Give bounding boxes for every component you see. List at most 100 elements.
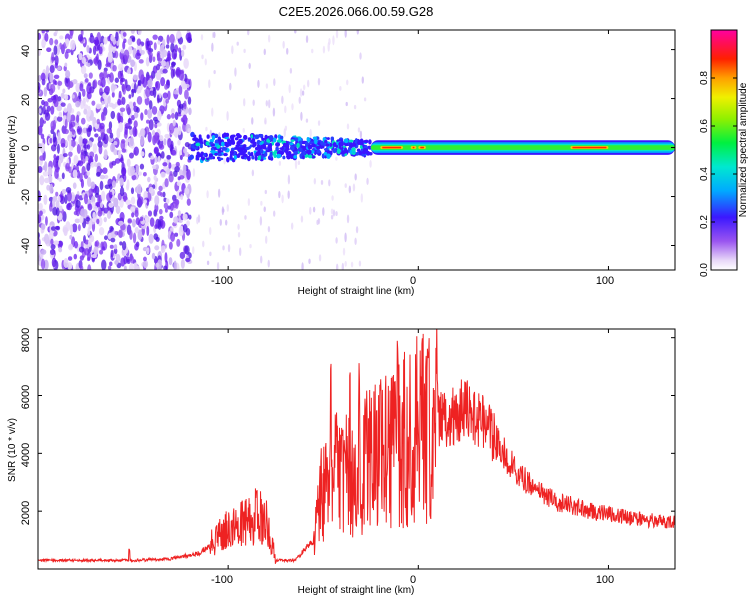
spectrogram-signal-cell — [192, 137, 197, 141]
spectrogram-noise-cell — [111, 103, 117, 110]
spectrogram-noise-cell — [109, 244, 114, 249]
spectrogram-signal-cell — [217, 145, 221, 149]
spectrogram-noise-cell — [281, 95, 284, 105]
spectrogram-noise-cell — [137, 85, 142, 92]
spectrogram-noise-cell — [80, 208, 86, 218]
spectrogram-noise-cell — [344, 30, 347, 38]
spectrogram-noise-cell — [82, 88, 86, 98]
spectrogram-noise-cell — [152, 65, 158, 74]
spectrogram-noise-cell — [187, 96, 192, 105]
spectrogram-noise-cell — [148, 186, 154, 194]
spectrogram-noise-cell — [345, 101, 348, 107]
spectrogram-noise-cell — [88, 124, 93, 132]
spectrogram-noise-cell — [153, 87, 157, 98]
spectrogram-noise-cell — [145, 56, 150, 67]
spectrogram-noise-cell — [125, 104, 130, 113]
spectrogram-noise-cell — [335, 263, 339, 270]
spectrogram-noise-cell — [142, 76, 148, 88]
spectrogram-signal-cell — [200, 151, 205, 156]
spectrogram-noise-cell — [153, 42, 157, 51]
spectrogram-signal-cell — [203, 139, 207, 143]
spectrogram-noise-cell — [188, 107, 192, 116]
spectrogram-signal-cell — [343, 147, 348, 154]
spectrogram-noise-cell — [248, 62, 251, 70]
spectrogram-noise-cell — [181, 83, 188, 90]
spectrogram-noise-cell — [177, 139, 181, 146]
spectrogram-noise-cell — [61, 172, 65, 180]
spectrogram-signal-cell — [368, 139, 372, 145]
spectrogram-noise-cell — [91, 217, 98, 223]
spectrogram-noise-cell — [108, 183, 113, 190]
spectrogram-noise-cell — [282, 40, 285, 49]
spectrogram-noise-cell — [103, 149, 108, 160]
spectrogram-noise-cell — [127, 38, 133, 46]
spectrogram-noise-cell — [125, 138, 129, 146]
spectrogram-noise-cell — [75, 207, 80, 217]
spectrogram-noise-cell — [339, 86, 342, 91]
spectrogram-noise-cell — [243, 98, 246, 107]
spectrogram-noise-cell — [200, 34, 204, 41]
spectrogram-noise-cell — [86, 83, 92, 95]
spectrogram-noise-cell — [62, 153, 68, 158]
spectrogram-noise-cell — [330, 208, 334, 215]
spectrogram-noise-cell — [111, 180, 116, 188]
spectrogram-noise-cell — [40, 223, 46, 230]
spectrogram-noise-cell — [197, 214, 201, 223]
spectrogram-noise-cell — [267, 225, 271, 233]
spectrogram-noise-cell — [45, 216, 48, 226]
spectrogram-carrier-peak — [572, 146, 607, 149]
spectrogram-noise-cell — [79, 255, 84, 261]
spectrogram-signal-cell — [306, 149, 310, 155]
spectrogram-noise-cell — [179, 251, 186, 260]
spectrogram-noise-cell — [39, 175, 45, 186]
spectrogram-noise-cell — [59, 42, 63, 50]
spectrogram-noise-cell — [305, 35, 309, 43]
spectrogram-noise-cell — [213, 69, 216, 75]
spectrogram-noise-cell — [202, 240, 205, 248]
spectrogram-noise-cell — [49, 65, 55, 74]
spectrogram-signal-cell — [229, 150, 235, 155]
spectrogram-noise-cell — [211, 42, 214, 52]
spectrogram-signal-cell — [300, 145, 304, 149]
spectrogram-noise-cell — [77, 34, 83, 42]
spectrogram-noise-cell — [177, 210, 181, 217]
spectrogram-signal-cell — [335, 144, 339, 148]
spectrogram-ytick-label: 40 — [20, 45, 32, 57]
spectrogram-noise-cell — [170, 227, 174, 232]
colorbar-tick-label: 0.2 — [699, 215, 710, 229]
spectrogram-noise-cell — [91, 201, 96, 208]
spectrogram-signal-cell — [243, 135, 247, 139]
spectrogram-noise-cell — [174, 44, 179, 53]
spectrogram-noise-cell — [71, 128, 76, 135]
spectrogram-noise-cell — [122, 41, 126, 50]
spectrogram-noise-cell — [167, 90, 171, 100]
spectrogram-noise-cell — [140, 136, 145, 146]
spectrogram-noise-cell — [135, 217, 141, 226]
spectrogram-noise-cell — [80, 149, 85, 156]
spectrogram-noise-cell — [213, 31, 216, 39]
spectrogram-noise-cell — [359, 130, 363, 139]
spectrogram-signal-cell — [210, 147, 214, 151]
spectrogram-noise-cell — [45, 65, 50, 75]
spectrogram-noise-cell — [138, 59, 144, 64]
spectrogram-noise-cell — [126, 69, 132, 75]
spectrogram-noise-cell — [38, 214, 42, 224]
spectrogram-noise-cell — [70, 121, 76, 128]
spectrogram-noise-cell — [47, 174, 53, 184]
spectrogram-noise-cell — [101, 100, 105, 106]
spectrogram-noise-cell — [121, 167, 126, 177]
spectrogram-noise-cell — [145, 87, 151, 98]
spectrogram-noise-cell — [164, 252, 168, 263]
spectrogram-noise-cell — [358, 260, 362, 267]
spectrogram-noise-cell — [127, 219, 133, 224]
spectrogram-signal-cell — [311, 143, 316, 148]
spectrogram-noise-cell — [117, 100, 123, 105]
spectrogram-noise-cell — [290, 222, 294, 230]
spectrogram-signal-cell — [260, 148, 264, 154]
spectrogram-signal-cell — [320, 140, 324, 146]
spectrogram-noise-cell — [55, 207, 60, 217]
spectrogram-noise-cell — [38, 202, 43, 211]
spectrogram-noise-cell — [75, 82, 81, 93]
spectrogram-noise-cell — [327, 41, 330, 52]
spectrogram-noise-cell — [294, 159, 298, 170]
